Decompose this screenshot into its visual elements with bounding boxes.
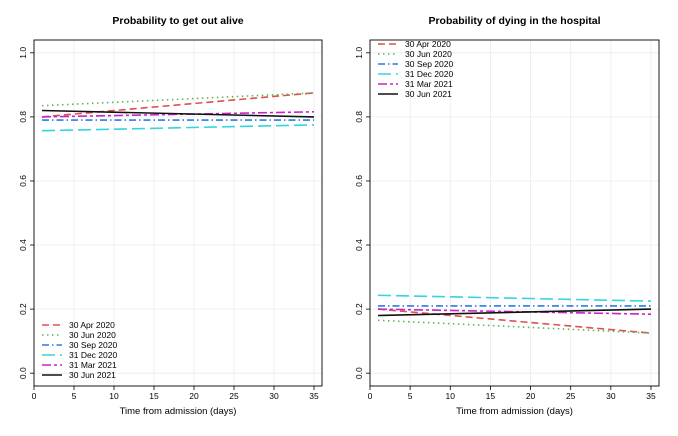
x-tick-label: 5 — [408, 391, 413, 401]
legend-label: 31 Dec 2020 — [405, 69, 453, 79]
series-line — [377, 308, 652, 317]
x-tick-label: 15 — [149, 391, 159, 401]
x-tick-label: 10 — [446, 391, 456, 401]
legend-label: 30 Apr 2020 — [69, 320, 115, 330]
x-tick-label: 20 — [189, 391, 199, 401]
series-line — [377, 319, 652, 334]
y-tick-label: 0.8 — [18, 111, 28, 123]
y-tick-label: 0.8 — [354, 111, 364, 123]
x-tick-label: 20 — [526, 391, 536, 401]
y-tick-label: 1.0 — [18, 47, 28, 59]
chart-panel-1: Probability to get out alive 0 5 10 15 20 25 30… — [18, 15, 323, 417]
legend-label: 30 Sep 2020 — [69, 340, 117, 350]
chart-title: Probability of dying in the hospital — [428, 15, 600, 27]
legend-label: 30 Jun 2021 — [69, 370, 116, 380]
y-tick-label: 0.0 — [18, 367, 28, 379]
y-tick-label: 0.0 — [354, 367, 364, 379]
x-tick-label: 15 — [486, 391, 496, 401]
series-line — [377, 294, 652, 302]
y-tick-label: 0.4 — [354, 239, 364, 251]
x-tick-label: 35 — [309, 391, 319, 401]
x-tick-label: 10 — [109, 391, 119, 401]
legend-label: 30 Apr 2020 — [405, 39, 451, 49]
chart-title: Probability to get out alive — [112, 15, 243, 27]
x-tick-label: 35 — [646, 391, 656, 401]
legend-label: 30 Jun 2020 — [405, 49, 452, 59]
x-tick-label: 30 — [269, 391, 279, 401]
legend-label: 30 Sep 2020 — [405, 59, 453, 69]
plot-frame — [33, 39, 323, 387]
x-tick-label: 25 — [566, 391, 576, 401]
x-axis-label: Time from admission (days) — [120, 406, 237, 417]
y-tick-label: 0.2 — [354, 303, 364, 315]
x-tick-label: 0 — [368, 391, 373, 401]
chart-panel-2: Probability of dying in the hospital 0 5 10… — [354, 15, 660, 417]
legend-label: 30 Jun 2021 — [405, 89, 452, 99]
legend-label: 31 Mar 2021 — [405, 79, 453, 89]
x-tick-label: 30 — [606, 391, 616, 401]
y-tick-label: 0.4 — [18, 239, 28, 251]
series-line — [41, 92, 315, 107]
y-tick-label: 0.2 — [18, 303, 28, 315]
plot-frame — [369, 39, 660, 387]
series-line — [41, 124, 315, 132]
y-tick-label: 0.6 — [354, 175, 364, 187]
x-axis-label: Time from admission (days) — [456, 406, 573, 417]
legend-label: 30 Jun 2020 — [69, 330, 116, 340]
y-tick-label: 0.6 — [18, 175, 28, 187]
series-line — [41, 92, 315, 118]
legend-label: 31 Mar 2021 — [69, 360, 117, 370]
x-tick-label: 25 — [229, 391, 239, 401]
series-line — [41, 109, 315, 118]
y-tick-label: 1.0 — [354, 47, 364, 59]
legend-label: 31 Dec 2020 — [69, 350, 117, 360]
series-line — [377, 308, 652, 334]
x-tick-label: 5 — [72, 391, 77, 401]
x-tick-label: 0 — [32, 391, 37, 401]
